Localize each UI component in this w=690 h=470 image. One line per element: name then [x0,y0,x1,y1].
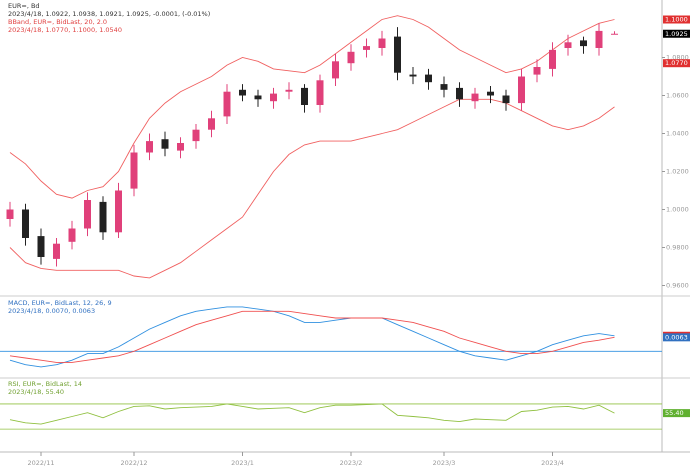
macd-title: MACD, EUR=, BidLast, 12, 26, 9 [8,299,112,307]
candle-body [285,89,293,92]
rsi-title: RSI, EUR=, BidLast, 14 [8,380,82,388]
band-title: BBand, EUR=, BidLast, 20, 2.0 [8,18,107,26]
x-tick-label: 2022/12 [120,459,147,467]
x-tick-label: 2023/4 [541,459,564,467]
x-tick-label: 2023/3 [433,459,456,467]
price-tag-label: 1.1000 [665,16,688,24]
candle-body [239,89,246,96]
candle-body [595,30,603,48]
band-subtitle: 2023/4/18, 1.0770, 1.1000, 1.0540 [8,26,122,34]
price-tag [663,333,690,342]
candle-body [6,209,14,219]
candle-body [115,190,122,233]
y-tick-label: 1.0000 [666,206,689,214]
price-tag [663,409,690,418]
y-tick-label: 0.9600 [666,282,689,290]
chart-title: EUR=, Bd [8,2,40,10]
candle-body [208,118,215,130]
x-tick-label: 2022/11 [27,459,54,467]
candle-body [161,139,169,149]
candle-body [270,93,277,102]
candle-body [394,36,401,73]
candle-body [564,42,572,48]
candle-body [518,76,525,104]
series-line [9,98,615,279]
candle-body [301,87,308,105]
price-tag [663,59,690,68]
candle-body [580,40,587,47]
rsi-subtitle: 2023/4/18, 55.40 [8,388,64,396]
price-tag-label: 1.0770 [665,59,688,67]
macd-subtitle: 2023/4/18, 0.0070, 0.0063 [8,307,95,315]
candle-body [130,152,138,189]
candle-body [177,143,184,151]
candle-body [316,80,324,105]
candle-body [378,38,386,48]
candle-body [549,49,556,69]
candle-body [192,129,200,142]
price-tag-label: 1.0925 [665,30,688,38]
series-line [9,15,615,199]
candle-body [254,95,262,100]
candle-body [332,61,339,79]
y-tick-label: 1.0400 [666,130,689,138]
candle-body [456,87,463,100]
candle-body [471,93,479,102]
y-tick-label: 0.9800 [666,244,689,252]
price-tag [663,15,690,24]
candle-body [363,46,370,50]
series-line [9,306,615,368]
series-line [9,403,615,425]
candle-body [53,243,60,259]
price-tag-label: 0.0063 [665,333,688,341]
candle-body [533,67,541,75]
candle-body [84,200,91,229]
series-line [9,310,615,363]
candle-body [37,236,45,257]
price-tag-label: 55.40 [665,409,684,417]
x-tick-label: 2023/2 [340,459,363,467]
candle-body [409,74,417,77]
chart-subtitle: 2023/4/18, 1.0922, 1.0938, 1.0921, 1.092… [8,10,210,18]
candle-body [502,95,510,104]
candle-body [440,84,448,90]
candle-body [487,91,494,96]
price-tag [663,29,690,38]
y-tick-label: 1.0200 [666,168,689,176]
y-tick-label: 1.0800 [666,54,689,62]
candle-body [223,91,231,117]
y-tick-label: 1.0600 [666,92,689,100]
candle-body [611,33,618,35]
candle-body [146,141,153,153]
candle-body [347,51,355,64]
candle-body [99,201,107,233]
candle-body [425,74,432,83]
x-tick-label: 2023/1 [231,459,254,467]
candle-body [68,228,76,242]
candle-body [22,209,29,238]
